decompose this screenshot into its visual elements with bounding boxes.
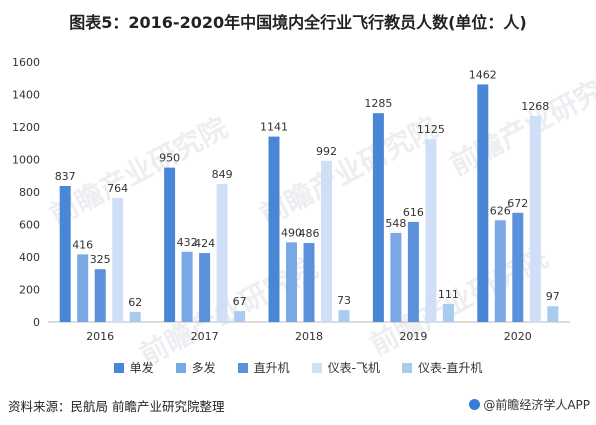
data-label: 1285 (364, 97, 392, 110)
data-label: 764 (107, 182, 128, 195)
bar (407, 221, 419, 322)
data-label: 992 (316, 145, 337, 158)
bar (321, 160, 332, 322)
bar (390, 232, 402, 322)
x-tick-label: 2017 (191, 330, 219, 343)
data-label: 62 (128, 296, 142, 309)
bar (372, 113, 384, 322)
legend-item: 仪表-飞机 (311, 359, 381, 376)
legend-item: 仪表-直升机 (402, 359, 482, 376)
legend-label: 仪表-飞机 (327, 361, 381, 375)
bar (59, 185, 71, 322)
legend-label: 直升机 (253, 361, 290, 375)
bar (442, 303, 454, 322)
data-label: 950 (159, 152, 180, 165)
data-label: 837 (55, 170, 76, 183)
bar (338, 310, 350, 322)
y-tick-label: 0 (33, 316, 40, 329)
bar (216, 184, 228, 322)
bar (77, 254, 89, 322)
bar (94, 269, 106, 322)
data-label: 548 (385, 217, 406, 230)
data-label: 73 (337, 294, 351, 307)
bar (164, 167, 176, 322)
data-label: 432 (177, 236, 198, 249)
legend-item: 多发 (175, 359, 216, 376)
y-tick-label: 600 (19, 219, 40, 232)
bar (547, 306, 559, 322)
legend-swatch (237, 362, 248, 373)
y-tick-label: 400 (19, 251, 40, 264)
x-tick-label: 2020 (504, 330, 532, 343)
data-label: 490 (281, 226, 302, 239)
data-label: 849 (212, 168, 233, 181)
data-label: 1141 (260, 121, 288, 134)
y-tick-label: 1200 (12, 121, 40, 134)
brand-credit: @前瞻经济学人APP (469, 396, 590, 413)
x-tick-label: 2018 (295, 330, 323, 343)
bar (129, 311, 141, 322)
data-label: 111 (438, 288, 459, 301)
y-tick-label: 200 (19, 284, 40, 297)
data-label: 1462 (469, 68, 497, 81)
y-tick-label: 1600 (12, 56, 40, 69)
data-label: 416 (72, 238, 93, 251)
legend-label: 单发 (129, 361, 154, 375)
bar (425, 139, 437, 322)
bar (529, 115, 541, 322)
brand-text: @前瞻经济学人APP (483, 398, 590, 412)
bar (512, 212, 524, 322)
legend-label: 仪表-直升机 (418, 361, 483, 375)
source-note: 资料来源：民航局 前瞻产业研究院整理 (8, 399, 225, 414)
bar (181, 251, 193, 322)
legend-swatch (402, 362, 413, 373)
legend-item: 直升机 (237, 359, 290, 376)
bar (268, 136, 280, 322)
x-tick-label: 2019 (399, 330, 427, 343)
legend-label: 多发 (191, 361, 216, 375)
chart-legend: 单发 多发 直升机 仪表-飞机 仪表-直升机 (0, 359, 596, 376)
data-label: 672 (507, 197, 528, 210)
data-label: 67 (233, 295, 247, 308)
bar (199, 253, 211, 322)
legend-swatch (113, 362, 124, 373)
y-tick-label: 800 (19, 186, 40, 199)
data-label: 424 (194, 237, 215, 250)
y-tick-label: 1400 (12, 89, 40, 102)
y-tick-label: 1000 (12, 154, 40, 167)
legend-item: 单发 (113, 359, 154, 376)
bar (112, 197, 124, 322)
data-label: 325 (90, 253, 111, 266)
data-label: 1268 (521, 100, 549, 113)
data-label: 616 (403, 206, 424, 219)
chart-title: 图表5：2016-2020年中国境内全行业飞行教员人数(单位：人) (69, 13, 527, 32)
bar (286, 242, 297, 322)
data-label: 486 (299, 227, 320, 240)
legend-swatch (175, 362, 186, 373)
legend-swatch (311, 362, 322, 373)
bar (477, 84, 489, 322)
data-label: 1125 (417, 123, 445, 136)
x-tick-label: 2016 (86, 330, 114, 343)
bar (494, 220, 506, 322)
brand-logo-icon (469, 399, 481, 410)
data-label: 626 (490, 204, 511, 217)
bar (303, 243, 315, 322)
data-label: 97 (546, 290, 560, 303)
bar (234, 311, 246, 322)
